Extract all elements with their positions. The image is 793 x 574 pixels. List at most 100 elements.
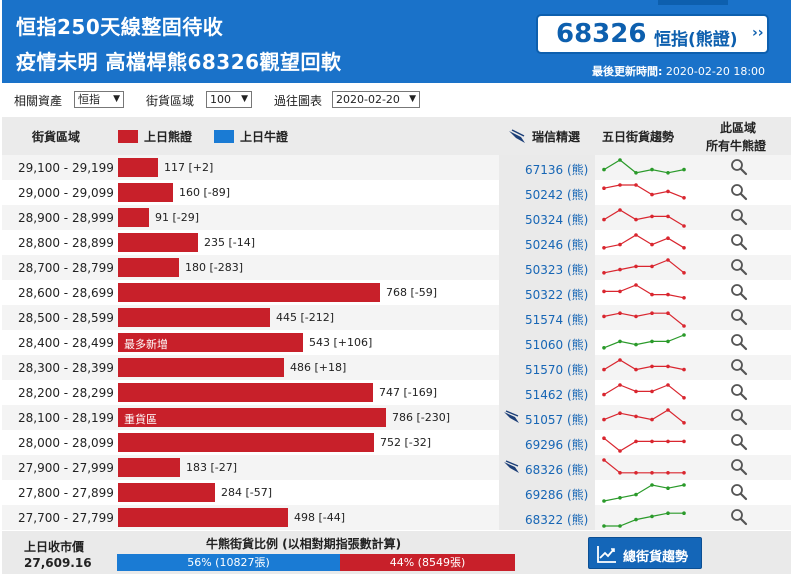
bar-value-label: 786 [-230] xyxy=(392,411,451,424)
trend-sparkline xyxy=(602,458,686,475)
magnifier-icon[interactable] xyxy=(730,283,748,301)
history-select[interactable]: 2020-02-20 ▼ xyxy=(332,91,420,108)
trend-point xyxy=(682,483,686,487)
warrant-code-link[interactable]: 68322 (熊) xyxy=(525,513,589,527)
magnifier-icon[interactable] xyxy=(730,458,748,476)
warrant-code-link[interactable]: 69296 (熊) xyxy=(525,438,589,452)
bar-value-label: 543 [+106] xyxy=(309,336,373,349)
trend-point xyxy=(650,214,654,219)
bar-value-label: 235 [-14] xyxy=(204,236,256,249)
pick-cell: 68326 (熊) xyxy=(499,455,595,480)
warrant-code-link[interactable]: 51462 (熊) xyxy=(525,388,589,402)
bear-bar xyxy=(118,208,149,227)
magnifier-icon[interactable] xyxy=(730,358,748,376)
trend-sparkline xyxy=(602,383,686,400)
trend-sparkline xyxy=(602,233,686,250)
credit-suisse-sail-icon xyxy=(504,460,519,473)
trend-point xyxy=(618,411,622,415)
magnifier-icon[interactable] xyxy=(730,483,748,501)
dropdown-arrow-icon: ▼ xyxy=(113,94,120,104)
trend-point xyxy=(682,333,686,337)
dropdown-arrow-icon: ▼ xyxy=(409,94,416,104)
asset-select-value: 恒指 xyxy=(78,93,100,106)
pick-cell: 67136 (熊) xyxy=(499,155,595,180)
bull-ratio-bar: 56% (10827張) xyxy=(117,554,340,571)
trend-point xyxy=(618,524,622,528)
zone-select[interactable]: 100 ▼ xyxy=(206,91,252,108)
warrant-code-link[interactable]: 68326 (熊) xyxy=(525,463,589,477)
magnifier-icon[interactable] xyxy=(730,333,748,351)
zone-range: 28,700 - 28,799 xyxy=(18,261,114,275)
trend-line xyxy=(603,334,685,349)
bar-value-label: 284 [-57] xyxy=(221,486,273,499)
magnifier-icon[interactable] xyxy=(730,383,748,401)
warrant-code-link[interactable]: 69286 (熊) xyxy=(525,488,589,502)
trend-point xyxy=(666,292,670,297)
trend-line xyxy=(603,437,684,452)
dropdown-arrow-icon: ▼ xyxy=(241,94,248,104)
pick-cell: 51462 (熊) xyxy=(499,380,595,405)
table-row: 29,100 - 29,199 117 [+2] 67136 (熊) xyxy=(2,155,791,180)
close-price-value: 27,609.16 xyxy=(24,556,92,570)
featured-warrant-badge[interactable]: 68326 恒指(熊證) ›› xyxy=(536,14,769,54)
warrant-code-link[interactable]: 50322 (熊) xyxy=(525,288,589,302)
footer-bar: 上日收市價 27,609.16 牛熊街貨比例 (以相對期指張數計算) 56% (… xyxy=(2,531,791,574)
trend-line xyxy=(603,409,685,424)
magnifier-icon[interactable] xyxy=(730,433,748,451)
trend-point xyxy=(650,339,654,344)
trend-point xyxy=(650,439,654,444)
magnifier-icon[interactable] xyxy=(730,408,748,426)
bull-legend-label: 上日牛證 xyxy=(240,130,289,144)
bar-value-label: 486 [+18] xyxy=(290,361,347,374)
col-trend: 五日街貨趨勢 xyxy=(602,130,675,144)
magnifier-icon[interactable] xyxy=(730,258,748,276)
trend-sparkline xyxy=(602,208,686,228)
warrant-code-link[interactable]: 51570 (熊) xyxy=(525,363,589,377)
top-tab[interactable] xyxy=(658,0,728,5)
chevron-right-icon[interactable]: ›› xyxy=(752,25,764,41)
bar-value-label: 117 [+2] xyxy=(164,161,214,174)
magnifier-icon[interactable] xyxy=(730,183,748,201)
warrant-code-link[interactable]: 50246 (熊) xyxy=(525,238,589,252)
bar-value-label: 445 [-212] xyxy=(276,311,335,324)
trend-point xyxy=(682,196,686,200)
pick-cell: 69296 (熊) xyxy=(499,430,595,455)
warrant-code-link[interactable]: 51574 (熊) xyxy=(525,313,589,327)
zone-range: 28,300 - 28,399 xyxy=(18,361,114,375)
table-row: 28,000 - 28,099 752 [-32] 69296 (熊) xyxy=(2,430,791,455)
warrant-code-link[interactable]: 51057 (熊) xyxy=(525,413,589,427)
trend-point xyxy=(682,421,686,425)
trend-point xyxy=(634,517,638,522)
warrant-code-link[interactable]: 51060 (熊) xyxy=(525,338,589,352)
column-header: 街貨區域 上日熊證 上日牛證 瑞信精選 五日街貨趨勢 此區域 所有牛熊證 xyxy=(2,117,791,155)
trend-point xyxy=(666,439,670,444)
trend-point xyxy=(682,471,686,475)
trend-point xyxy=(618,208,622,212)
magnifier-icon[interactable] xyxy=(730,233,748,251)
asset-select[interactable]: 恒指 ▼ xyxy=(74,91,124,108)
trend-line xyxy=(603,359,685,371)
featured-warrant-label[interactable]: 恒指(熊證) xyxy=(654,30,738,50)
bear-bar xyxy=(118,358,284,377)
magnifier-icon[interactable] xyxy=(730,308,748,326)
warrant-code-link[interactable]: 67136 (熊) xyxy=(525,163,589,177)
magnifier-icon[interactable] xyxy=(730,508,748,526)
featured-warrant-code[interactable]: 68326 xyxy=(556,19,647,49)
trend-sparkline xyxy=(602,333,686,350)
table-row: 28,400 - 28,499 最多新增 543 [+106] 51060 (熊) xyxy=(2,330,791,355)
warrant-code-link[interactable]: 50242 (熊) xyxy=(525,188,589,202)
total-trend-button[interactable]: 總街貨趨勢 xyxy=(588,537,702,569)
trend-line xyxy=(603,459,684,474)
table-row: 28,600 - 28,699 768 [-59] 50322 (熊) xyxy=(2,280,791,305)
trend-sparkline xyxy=(602,358,686,372)
table-row: 28,700 - 28,799 180 [-283] 50323 (熊) xyxy=(2,255,791,280)
bear-bar: 重貨區 xyxy=(118,408,386,427)
magnifier-icon[interactable] xyxy=(730,158,748,176)
warrant-code-link[interactable]: 50323 (熊) xyxy=(525,263,589,277)
magnifier-icon[interactable] xyxy=(730,208,748,226)
table-row: 28,900 - 28,999 91 [-29] 50324 (熊) xyxy=(2,205,791,230)
bear-bar xyxy=(118,458,180,477)
warrant-code-link[interactable]: 50324 (熊) xyxy=(525,213,589,227)
bear-legend-swatch xyxy=(118,130,138,143)
trend-sparkline xyxy=(602,511,686,528)
